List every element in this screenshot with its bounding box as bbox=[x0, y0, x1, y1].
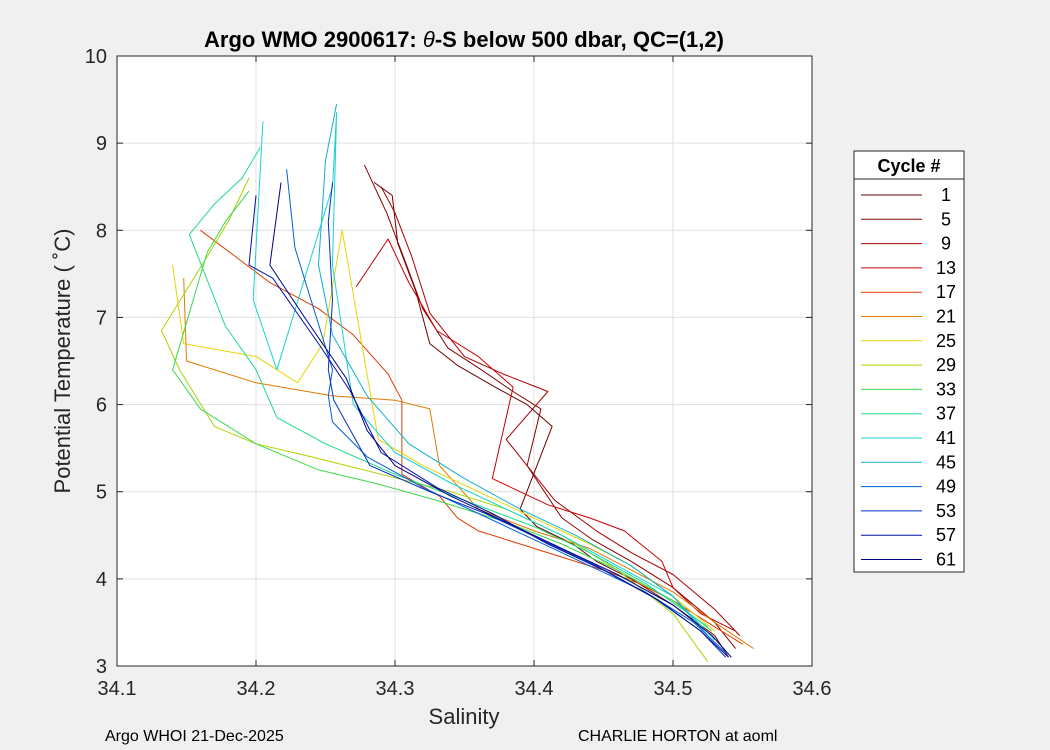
plot-clip bbox=[161, 103, 754, 662]
y-axis-label: Potential Temperature ( ˚C) bbox=[50, 229, 75, 494]
series-line-cycle-29 bbox=[161, 177, 709, 662]
legend-title: Cycle # bbox=[877, 156, 940, 176]
series-line-cycle-49 bbox=[286, 169, 727, 654]
y-tick-label: 6 bbox=[96, 395, 107, 417]
plot-border bbox=[116, 55, 813, 667]
legend-label-cycle-53: 53 bbox=[936, 501, 956, 521]
series-line-cycle-1 bbox=[373, 181, 730, 658]
y-tick-label: 9 bbox=[96, 133, 107, 155]
x-tick-label: 34.3 bbox=[376, 678, 415, 700]
legend-label-cycle-45: 45 bbox=[936, 452, 956, 472]
legend-label-cycle-1: 1 bbox=[941, 185, 951, 205]
y-tick-label: 10 bbox=[85, 46, 107, 68]
legend-label-cycle-49: 49 bbox=[936, 477, 956, 497]
legend-label-cycle-41: 41 bbox=[936, 428, 956, 448]
y-tick-label: 3 bbox=[96, 656, 107, 678]
legend: Cycle # 1 5 9 13 17 21 25 29 33 37 41 45 49 53 57 61 bbox=[853, 150, 965, 573]
legend-entries: 1 5 9 13 17 21 25 29 33 37 41 45 49 53 57 61 bbox=[861, 185, 956, 570]
series-line-cycle-13 bbox=[355, 238, 736, 632]
x-tick-label: 34.4 bbox=[515, 678, 554, 700]
legend-label-cycle-57: 57 bbox=[936, 525, 956, 545]
legend-label-cycle-61: 61 bbox=[936, 550, 956, 570]
legend-label-cycle-21: 21 bbox=[936, 307, 956, 327]
axis-ticks: 34.1 34.2 34.3 34.4 34.5 34.6 3 4 5 6 7 8 9 10 bbox=[85, 46, 832, 700]
legend-label-cycle-13: 13 bbox=[936, 258, 956, 278]
series-line-cycle-33 bbox=[172, 190, 713, 632]
x-tick-label: 34.5 bbox=[654, 678, 693, 700]
legend-label-cycle-5: 5 bbox=[941, 209, 951, 229]
series-line-cycle-45 bbox=[318, 103, 709, 636]
footer-right: CHARLIE HORTON at aoml bbox=[578, 728, 777, 745]
series-group bbox=[161, 103, 754, 662]
x-tick-label: 34.1 bbox=[98, 678, 137, 700]
series-line-cycle-17 bbox=[200, 229, 743, 645]
legend-box bbox=[853, 150, 965, 573]
x-tick-label: 34.2 bbox=[237, 678, 276, 700]
x-tick-label: 34.6 bbox=[793, 678, 832, 700]
chart-title: Argo WMO 2900617: θ-S below 500 dbar, QC… bbox=[204, 27, 724, 52]
series-line-cycle-37 bbox=[188, 147, 708, 628]
series-line-cycle-57 bbox=[248, 195, 729, 658]
series-line-cycle-5 bbox=[363, 164, 736, 649]
y-tick-label: 8 bbox=[96, 220, 107, 242]
legend-label-cycle-25: 25 bbox=[936, 331, 956, 351]
legend-label-cycle-9: 9 bbox=[941, 234, 951, 254]
series-line-cycle-41 bbox=[252, 112, 716, 641]
y-tick-label: 5 bbox=[96, 482, 107, 504]
legend-label-cycle-37: 37 bbox=[936, 404, 956, 424]
series-line-cycle-61 bbox=[269, 182, 732, 658]
y-tick-label: 4 bbox=[96, 569, 107, 591]
x-axis-label: Salinity bbox=[429, 704, 500, 729]
y-tick-label: 7 bbox=[96, 307, 107, 329]
plot-area bbox=[117, 56, 812, 666]
legend-label-cycle-33: 33 bbox=[936, 379, 956, 399]
legend-label-cycle-17: 17 bbox=[936, 282, 956, 302]
footer-left: Argo WHOI 21-Dec-2025 bbox=[105, 728, 284, 745]
legend-label-cycle-29: 29 bbox=[936, 355, 956, 375]
